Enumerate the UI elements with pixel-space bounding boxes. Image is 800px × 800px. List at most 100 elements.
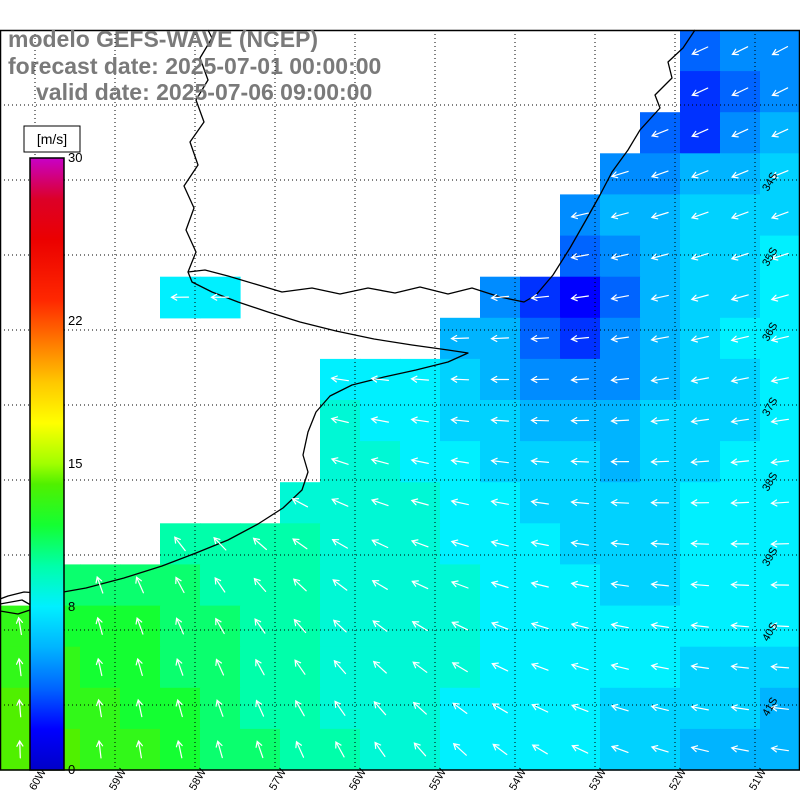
wind-arrow [650,458,670,466]
wind-arrow [730,581,750,589]
wind-arrow [412,701,427,715]
wind-arrow [650,663,669,671]
wind-arrow [410,416,429,424]
colorbar-units-box [23,125,81,153]
wind-arrow [570,294,589,302]
wind-arrow [730,252,749,261]
wind-arrow [373,700,387,716]
wind-arrow [570,580,589,588]
wind-arrow [214,577,226,593]
wind-arrow [610,499,630,507]
colorbar: [m/s] 0 8 15 22 30 [23,125,82,777]
wind-arrow [531,703,549,713]
valid-date: valid date: 2025-07-06 09:00:00 [36,79,372,105]
wind-arrow [333,659,347,675]
wind-arrow [650,540,670,548]
wind-arrow [410,375,430,383]
wind-arrow [490,580,509,589]
wind-arrows [15,46,790,759]
wind-arrow [610,294,629,302]
wind-arrow [530,335,550,343]
wind-arrow [330,457,349,465]
wind-arrow [730,170,749,179]
wind-arrow [450,498,469,506]
wind-arrow [770,499,790,507]
wind-arrow [490,416,510,424]
wind-arrow [490,621,509,630]
wind-arrow [491,662,509,672]
wind-arrow [254,618,266,634]
wind-arrow [450,457,469,465]
colorbar-gradient [29,157,65,771]
wind-arrow [370,498,389,507]
wind-arrow [570,621,589,629]
wind-arrow [412,661,428,673]
wind-arrow [730,458,750,466]
wind-arrow [370,457,389,465]
wind-arrow [215,617,225,635]
wind-arrow [452,742,467,756]
wind-arrow [255,658,265,676]
wind-arrow [95,657,103,677]
wind-arrow [610,622,629,629]
wind-arrow [770,417,789,425]
wind-arrow [490,498,509,506]
wind-arrow [610,703,629,712]
wind-arrow [730,745,749,753]
wind-arrow [135,739,143,759]
wind-arrow [15,616,23,636]
wind-arrow [252,537,267,551]
wind-arrow [650,211,669,220]
wind-arrow [650,745,669,753]
wind-arrow [650,622,669,630]
wind-arrow [291,498,309,508]
wind-arrow [174,536,186,552]
country-border-path [183,29,213,273]
wind-arrow [450,580,469,589]
wind-arrow [371,580,388,590]
forecast-date: forecast date: 2025-07-01 00:00:00 [8,53,381,79]
wind-arrow [95,575,104,594]
wind-arrow [530,580,549,588]
wind-arrow [610,170,629,179]
wind-arrow [690,540,710,548]
wind-arrow [730,335,749,343]
wind-arrow [730,294,749,302]
wind-arrow [610,744,629,753]
wind-arrow [450,375,470,383]
colorbar-tick-label: 0 [68,762,75,777]
wind-arrow [690,581,710,589]
wind-arrow [690,253,709,261]
wind-arrow [770,170,789,179]
wind-arrow [690,335,709,343]
wind-arrow [730,663,749,671]
wind-arrow [731,87,749,97]
wind-arrow [610,335,629,343]
wind-arrow [16,657,24,677]
colorbar-tick-label: 22 [68,313,82,328]
wind-arrow [770,458,790,466]
wind-arrow [570,539,589,547]
wind-arrow [135,576,144,594]
wind-arrow [451,662,468,673]
wind-arrow [294,659,306,675]
wind-arrow [452,702,468,714]
title-block: modelo GEFS-WAVE (NCEP) forecast date: 2… [8,26,381,105]
colorbar-tick-label: 8 [68,599,75,614]
wind-arrow [770,294,789,302]
wind-arrow [610,417,630,425]
wind-arrow [530,294,550,302]
wind-arrow [330,416,349,424]
wind-arrow [690,622,709,630]
wind-arrow [332,579,348,591]
wind-arrow [770,581,790,589]
wind-arrow [570,417,590,425]
wind-arrow [530,498,549,506]
wind-arrow [371,539,389,549]
wind-arrow [295,699,305,717]
wind-arrow [213,536,227,551]
wind-arrow [450,539,469,547]
colorbar-ticks: 0 8 15 22 30 [68,150,82,777]
wind-arrow [295,740,305,758]
wind-arrow [530,662,549,671]
